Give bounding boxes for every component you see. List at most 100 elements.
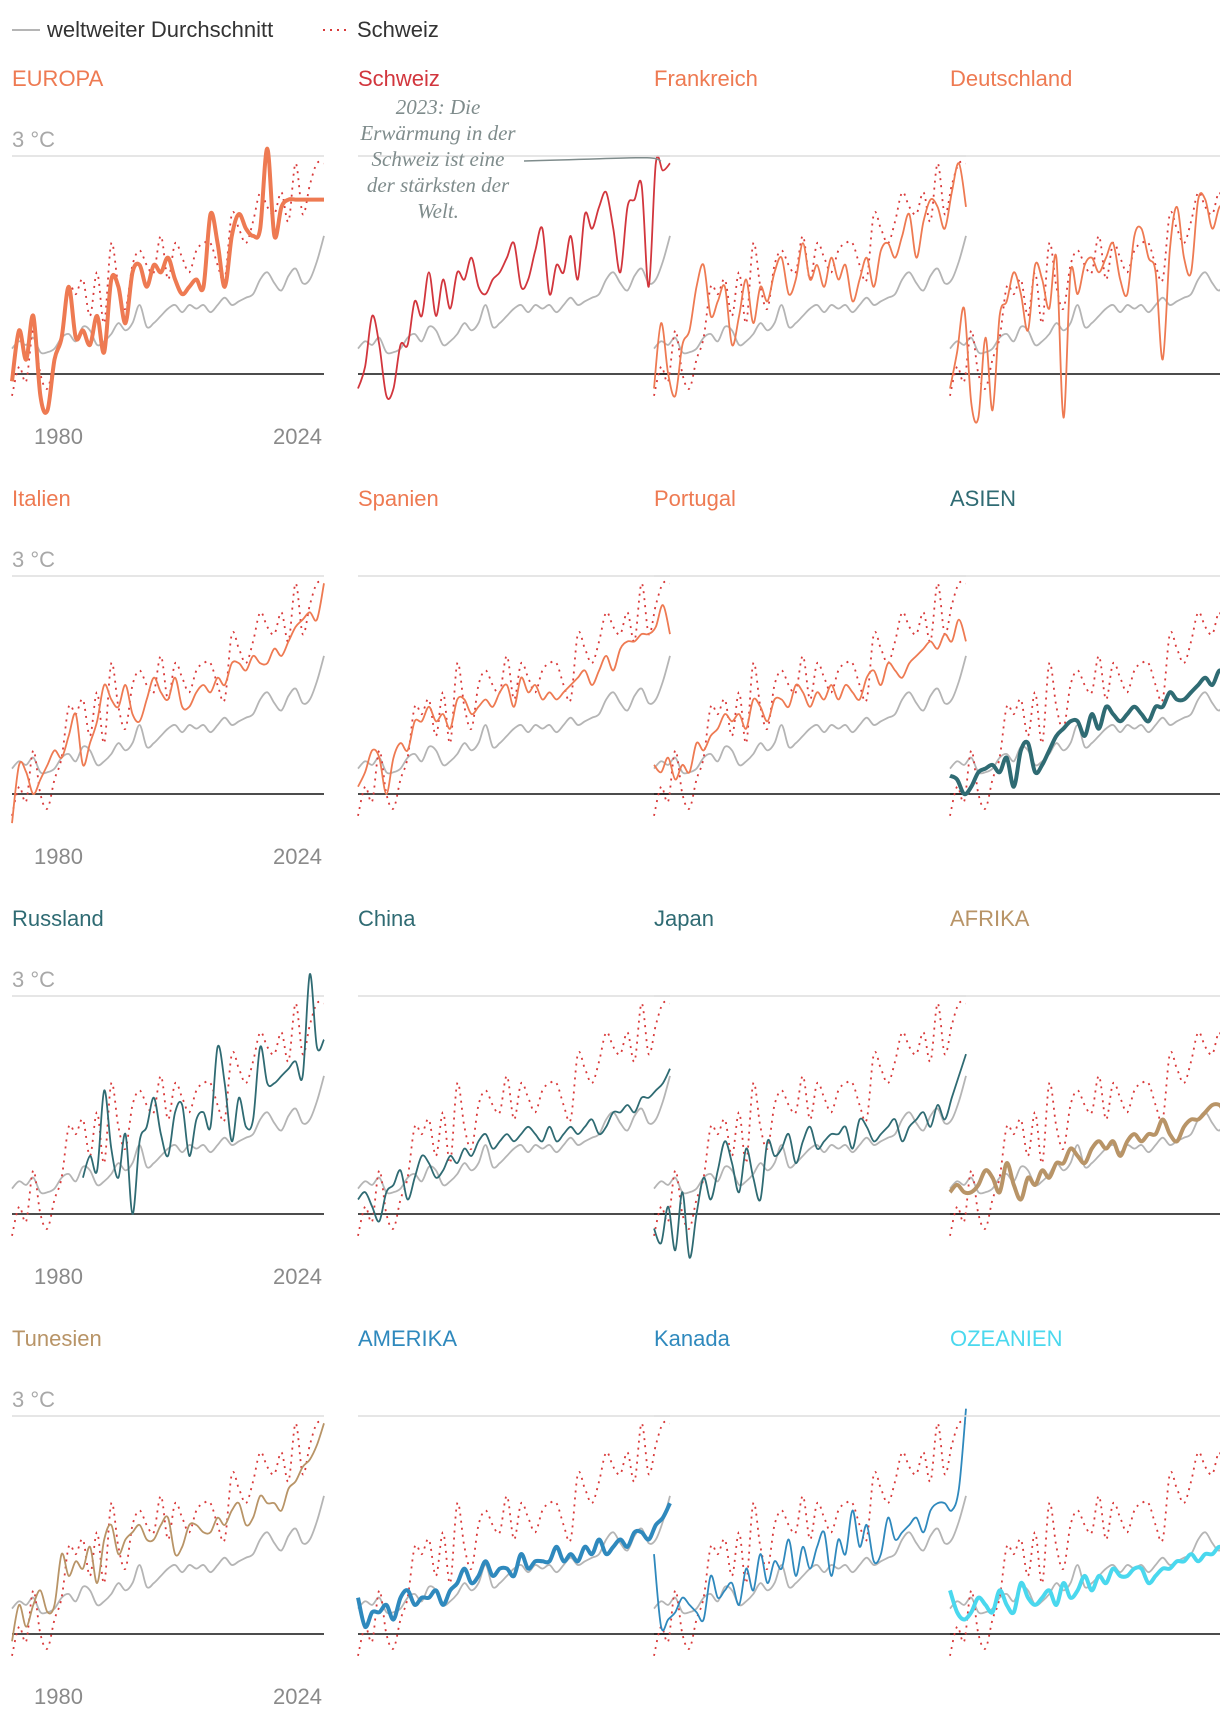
series-schweiz-dotted bbox=[653, 1000, 967, 1237]
series-schweiz-dotted bbox=[357, 1000, 671, 1237]
panel-title: Italien bbox=[12, 486, 71, 511]
annotation-line: 2023: Die bbox=[396, 95, 481, 119]
series-frankreich bbox=[653, 162, 967, 398]
panel-italien: Italien 3 °C 1980 2024 bbox=[11, 486, 325, 869]
legend-global-label: weltweiter Durchschnitt bbox=[46, 17, 273, 42]
panel-russland: Russland 3 °C 1980 2024 bbox=[11, 906, 325, 1289]
x-start-label: 1980 bbox=[34, 1264, 83, 1289]
series-portugal bbox=[653, 618, 967, 781]
panel-title: Russland bbox=[12, 906, 104, 931]
reference-label: 3 °C bbox=[12, 967, 55, 992]
series-schweiz-dotted bbox=[949, 1031, 1220, 1237]
series-global-average bbox=[949, 1531, 1220, 1615]
panel-title: AFRIKA bbox=[950, 906, 1030, 931]
x-start-label: 1980 bbox=[34, 1684, 83, 1709]
panel-spanien: Spanien bbox=[357, 486, 671, 817]
series-asien bbox=[949, 668, 1220, 797]
series-global-average bbox=[653, 1075, 967, 1195]
annotation-pointer bbox=[523, 156, 662, 162]
reference-label: 3 °C bbox=[12, 127, 55, 152]
series-schweiz-dotted bbox=[11, 580, 325, 817]
panel-europa: EUROPA 3 °C 1980 2024 bbox=[10, 66, 325, 449]
series-schweiz-dotted bbox=[357, 580, 671, 817]
x-end-label: 2024 bbox=[273, 844, 322, 869]
panel-title: Deutschland bbox=[950, 66, 1072, 91]
panel-title: EUROPA bbox=[12, 66, 104, 91]
x-end-label: 2024 bbox=[273, 424, 322, 449]
series-global-average bbox=[357, 655, 671, 775]
reference-label: 3 °C bbox=[12, 1387, 55, 1412]
panel-title: AMERIKA bbox=[358, 1326, 457, 1351]
panel-china: China bbox=[357, 906, 671, 1237]
series-global-average bbox=[11, 235, 325, 355]
panel-title: Portugal bbox=[654, 486, 736, 511]
series-schweiz-dotted bbox=[653, 1420, 967, 1657]
series-schweiz-dotted bbox=[11, 1420, 325, 1657]
series-global-average bbox=[11, 1495, 325, 1615]
series-global-average bbox=[949, 271, 1220, 355]
series-ozeanien bbox=[948, 1544, 1220, 1622]
legend-swiss-label: Schweiz bbox=[357, 17, 439, 42]
series-global-average bbox=[357, 1495, 671, 1615]
panel-title: China bbox=[358, 906, 416, 931]
x-end-label: 2024 bbox=[273, 1684, 322, 1709]
annotation-line: Erwärmung in der bbox=[359, 121, 516, 145]
panel-title: OZEANIEN bbox=[950, 1326, 1062, 1351]
series-italien bbox=[11, 583, 325, 824]
panel-title: Schweiz bbox=[358, 66, 440, 91]
panel-japan: Japan bbox=[653, 906, 967, 1259]
series-schweiz-dotted bbox=[653, 160, 967, 397]
series-tunesien bbox=[11, 1423, 325, 1642]
panel-tunesien: Tunesien 3 °C 1980 2024 bbox=[11, 1326, 325, 1709]
series-schweiz-dotted bbox=[357, 1420, 671, 1657]
series-japan bbox=[653, 1053, 967, 1259]
panels-grid: EUROPA 3 °C 1980 2024 Schweiz 2023: DieErwärm… bbox=[10, 66, 1220, 1709]
series-europa bbox=[10, 146, 324, 415]
panel-asien: ASIEN bbox=[949, 486, 1220, 817]
panel-kanada: Kanada bbox=[653, 1326, 967, 1657]
panel-title: ASIEN bbox=[950, 486, 1016, 511]
legend: weltweiter Durchschnitt Schweiz bbox=[12, 17, 439, 42]
series-global-average bbox=[11, 655, 325, 775]
x-start-label: 1980 bbox=[34, 424, 83, 449]
panel-ozeanien: OZEANIEN bbox=[948, 1326, 1220, 1657]
panel-frankreich: Frankreich bbox=[653, 66, 967, 398]
series-global-average bbox=[949, 691, 1220, 775]
series-schweiz-dotted bbox=[11, 1000, 325, 1237]
annotation-line: Schweiz ist eine bbox=[372, 147, 505, 171]
series-global-average bbox=[11, 1075, 325, 1195]
series-schweiz-dotted bbox=[653, 580, 967, 817]
series-schweiz bbox=[357, 155, 671, 400]
x-start-label: 1980 bbox=[34, 844, 83, 869]
panel-title: Spanien bbox=[358, 486, 439, 511]
series-global-average bbox=[357, 1075, 671, 1195]
annotation-line: der stärksten der bbox=[367, 173, 510, 197]
series-china bbox=[357, 1068, 671, 1223]
panel-amerika: AMERIKA bbox=[356, 1326, 672, 1657]
panel-title: Kanada bbox=[654, 1326, 731, 1351]
panel-deutschland: Deutschland bbox=[949, 66, 1220, 424]
x-end-label: 2024 bbox=[273, 1264, 322, 1289]
series-global-average bbox=[653, 655, 967, 775]
annotation-line: Welt. bbox=[417, 199, 459, 223]
series-kanada bbox=[653, 1408, 967, 1632]
series-russland bbox=[82, 973, 325, 1215]
reference-label: 3 °C bbox=[12, 547, 55, 572]
series-amerika bbox=[356, 1502, 672, 1629]
series-schweiz-dotted bbox=[949, 191, 1220, 397]
series-afrika bbox=[948, 1102, 1220, 1202]
panel-title: Tunesien bbox=[12, 1326, 102, 1351]
series-schweiz-dotted bbox=[11, 160, 325, 397]
series-schweiz-dotted bbox=[949, 1451, 1220, 1657]
series-global-average bbox=[653, 1495, 967, 1615]
series-schweiz-dotted bbox=[949, 611, 1220, 817]
panel-title: Japan bbox=[654, 906, 714, 931]
series-deutschland bbox=[949, 192, 1220, 424]
panel-afrika: AFRIKA bbox=[948, 906, 1220, 1237]
series-global-average bbox=[653, 235, 967, 355]
panel-title: Frankreich bbox=[654, 66, 758, 91]
panel-portugal: Portugal bbox=[653, 486, 967, 817]
